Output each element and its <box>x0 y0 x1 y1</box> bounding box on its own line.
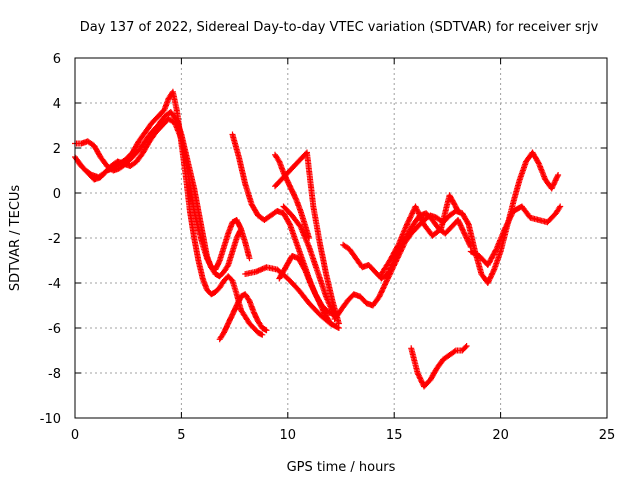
y-tick-label: -10 <box>40 412 61 427</box>
series-markers <box>272 151 313 241</box>
x-tick-label: 10 <box>280 428 297 443</box>
data-series <box>378 192 461 277</box>
data-series <box>331 149 562 322</box>
data-series <box>272 149 342 327</box>
y-tick-label: 2 <box>53 142 61 157</box>
series-markers <box>408 343 470 390</box>
series-markers <box>276 253 334 327</box>
data-series <box>340 210 474 282</box>
data-series <box>76 115 253 280</box>
y-tick-label: 4 <box>53 97 61 112</box>
series-markers <box>272 149 342 327</box>
x-tick-label: 5 <box>177 428 185 443</box>
grid-lines <box>75 58 607 418</box>
x-tick-label: 20 <box>492 428 509 443</box>
series-markers <box>216 291 270 343</box>
data-series <box>216 291 270 343</box>
series-markers <box>340 210 474 282</box>
x-tick-label: 15 <box>386 428 403 443</box>
x-axis-label: GPS time / hours <box>287 460 396 475</box>
y-tick-label: -2 <box>48 232 61 247</box>
y-tick-label: -4 <box>48 277 61 292</box>
series-markers <box>280 203 338 320</box>
data-points <box>72 88 564 390</box>
y-tick-label: 0 <box>53 187 61 202</box>
x-tick-label: 0 <box>71 428 79 443</box>
data-series <box>280 203 338 320</box>
data-series <box>408 343 470 390</box>
series-markers <box>331 149 562 322</box>
y-tick-label: -6 <box>48 322 61 337</box>
y-axis-label: SDTVAR / TECUs <box>8 185 23 292</box>
series-markers <box>76 115 253 280</box>
y-tick-label: -8 <box>48 367 61 382</box>
series-markers <box>378 192 461 277</box>
data-series <box>467 203 564 268</box>
chart-title: Day 137 of 2022, Sidereal Day-to-day VTE… <box>80 20 599 35</box>
x-tick-label: 25 <box>599 428 616 443</box>
y-tick-label: 6 <box>53 52 61 67</box>
axis-ticks: 0 5 10 15 20 25 -10 -8 -6 -4 -2 0 2 4 6 <box>40 52 616 443</box>
data-series <box>276 253 334 327</box>
data-series <box>272 151 313 241</box>
series-markers <box>467 203 564 268</box>
